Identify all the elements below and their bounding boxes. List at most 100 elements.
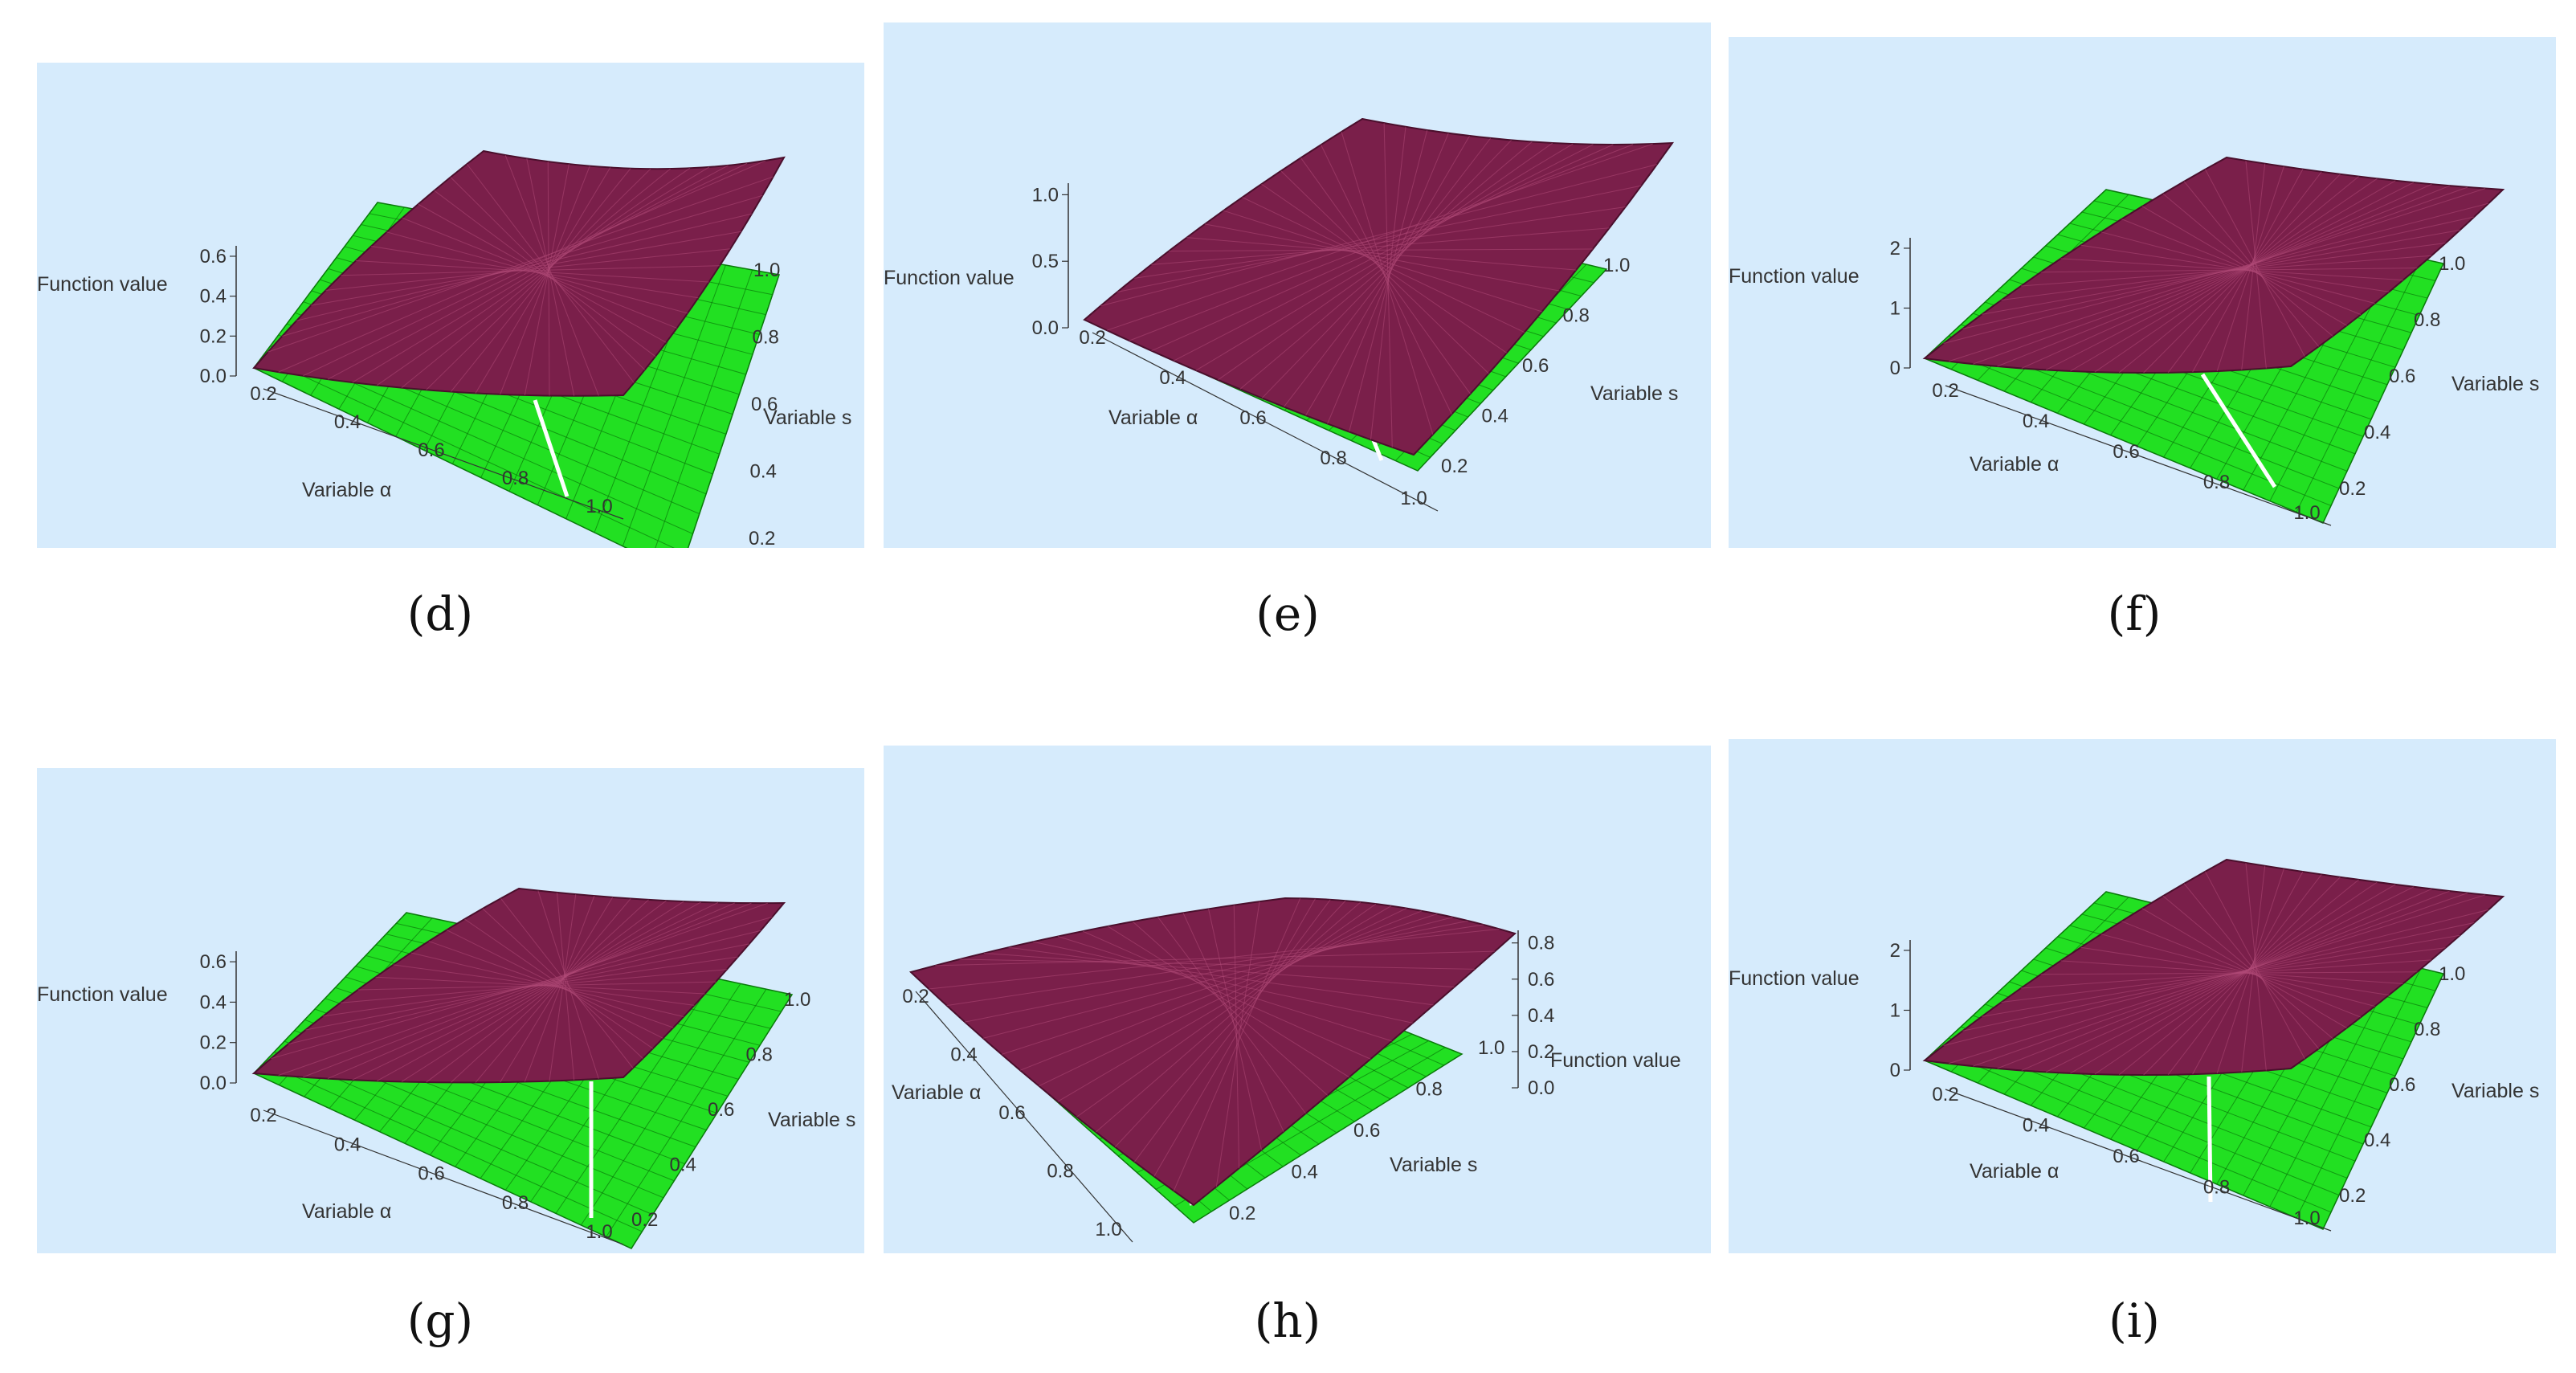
upper-mesh-line	[2167, 171, 2322, 374]
x-tick-label: 0.8	[1047, 1161, 1073, 1183]
y-axis-label: Variable s	[2451, 1080, 2539, 1102]
upper-mesh-line	[1949, 894, 2486, 1064]
upper-mesh-line	[341, 265, 721, 276]
upper-mesh-line	[426, 168, 651, 390]
y-axis-label: Variable s	[768, 1109, 855, 1131]
upper-mesh-line	[1383, 123, 1393, 447]
upper-mesh-line	[1948, 188, 2486, 362]
upper-mesh-line	[426, 900, 667, 1083]
y-tick-label: 1.0	[2439, 963, 2465, 985]
upper-mesh-line	[1076, 903, 1377, 1118]
upper-mesh-line	[1186, 237, 1577, 271]
upper-mesh-line	[1117, 185, 1642, 293]
upper-mesh-line	[524, 895, 595, 1082]
upper-mesh-line	[327, 902, 735, 1080]
z-tick-label: 0.8	[1528, 933, 1554, 954]
x-tick-label: 1.0	[2293, 1208, 2320, 1229]
upper-mesh-line	[2192, 169, 2304, 373]
x-tick-label: 0.8	[2203, 472, 2230, 493]
z-tick-label: 0.0	[1032, 317, 1059, 339]
upper-mesh-line	[475, 167, 611, 394]
caption-d: (d)	[406, 586, 474, 641]
upper-surface	[1922, 858, 2505, 1076]
axes: 0 1 2 0.2 0.4 0.6 0.8 1.0 0.2 0.4 0.6 0.8 1.0	[1890, 940, 2465, 1232]
upper-mesh-line	[278, 902, 769, 1076]
upper-mesh-line	[2100, 934, 2375, 1007]
upper-mesh-line	[2118, 176, 2359, 374]
axes: 0.0 0.5 1.0 0.2 0.4 0.6 0.8 1.0 0.2 0.4 0.6 0.8 1.0	[1032, 183, 1630, 512]
upper-mesh-line	[1169, 248, 1594, 251]
y-tick-label: 0.8	[2414, 309, 2440, 331]
y-tick-label: 1.0	[1603, 255, 1630, 276]
lower-mesh-line	[262, 356, 675, 548]
y-tick-label: 0.2	[631, 1209, 658, 1231]
y-tick-label: 0.4	[1292, 1162, 1318, 1183]
axes: 0.0 0.2 0.4 0.6 0.2 0.4 0.6 0.8 1.0 0.2 0.4 0.6 0.8 1…	[200, 246, 781, 548]
x-axis-label: Variable α	[1108, 407, 1198, 429]
x-tick-label: 0.6	[2113, 1146, 2139, 1167]
upper-mesh-line	[327, 165, 729, 380]
panel-h: 0.0 0.2 0.4 0.6 0.8 0.2 0.4 0.6 0.8 1.0 0.2 0.4 0.6 0…	[884, 746, 1711, 1253]
y-tick-label: 1.0	[1478, 1037, 1504, 1059]
upper-mesh-line	[2001, 947, 2446, 1003]
z-tick-label: 0.6	[1528, 969, 1554, 991]
upper-mesh-line	[2040, 971, 2418, 975]
y-tick-label: 0.2	[749, 528, 775, 548]
y-tick-label: 1.0	[784, 989, 810, 1011]
upper-surface	[1922, 156, 2505, 374]
z-axis-label: Function value	[1729, 967, 1860, 990]
upper-mesh-line	[1057, 936, 1392, 1042]
upper-mesh-line	[2241, 865, 2266, 1073]
lower-mesh-line	[1936, 346, 2332, 506]
upper-mesh-line	[2167, 874, 2322, 1076]
lower-mesh-line	[655, 269, 753, 548]
upper-mesh-line	[2020, 959, 2432, 989]
upper-mesh-line	[983, 952, 1455, 988]
x-tick-label: 0.6	[418, 1163, 444, 1185]
chart-g: 0.0 0.2 0.4 0.6 0.2 0.4 0.6 0.8 1.0 0.2 0.4 0.6 0.8 1…	[37, 768, 864, 1253]
upper-mesh-line	[2143, 877, 2341, 1076]
chart-f: 0 1 2 0.2 0.4 0.6 0.8 1.0 0.2 0.4 0.6 0.8 1.0 Functio…	[1729, 37, 2556, 548]
upper-mesh-line	[1151, 227, 1610, 265]
upper-mesh-line	[2070, 180, 2396, 372]
x-tick-label: 0.4	[334, 1134, 361, 1155]
z-tick-label: 1	[1890, 297, 1900, 319]
upper-mesh-line	[929, 928, 1500, 990]
upper-mesh-line	[352, 166, 710, 383]
x-axis-line	[263, 1109, 624, 1245]
x-axis-line	[1945, 1089, 2332, 1232]
upper-mesh-line	[1997, 890, 2450, 1069]
upper-mesh-line	[401, 901, 684, 1082]
upper-mesh-line	[2141, 908, 2347, 1029]
upper-mesh-line	[2045, 886, 2415, 1073]
y-tick-label: 0.4	[1482, 406, 1508, 427]
panel-f: 0 1 2 0.2 0.4 0.6 0.8 1.0 0.2 0.4 0.6 0.8 1.0 Functio…	[1729, 37, 2556, 548]
upper-mesh-line	[1284, 137, 1492, 407]
x-tick-label: 1.0	[2293, 502, 2320, 524]
upper-mesh-line	[500, 165, 590, 395]
z-axis-label: Function value	[1729, 265, 1860, 288]
x-tick-label: 0.2	[902, 986, 929, 1007]
upper-mesh-line	[1997, 185, 2450, 367]
y-tick-label: 1.0	[753, 259, 780, 281]
y-axis-label: Variable s	[1590, 382, 1678, 405]
y-tick-label: 0.8	[746, 1044, 773, 1066]
upper-mesh-line	[281, 194, 763, 337]
upper-mesh-line	[537, 890, 599, 1079]
y-tick-label: 1.0	[2439, 253, 2465, 275]
x-tick-label: 0.2	[1932, 380, 1958, 402]
upper-mesh-line	[1132, 921, 1329, 1096]
x-tick-label: 0.2	[1079, 327, 1105, 349]
upper-mesh-line	[2060, 960, 2403, 984]
x-axis-label: Variable α	[302, 1200, 391, 1223]
upper-mesh-line	[526, 158, 575, 396]
x-tick-label: 0.6	[2113, 441, 2139, 463]
upper-mesh-line	[549, 894, 577, 1081]
upper-mesh-line	[1114, 900, 1346, 1148]
chart-d: 0.0 0.2 0.4 0.6 0.2 0.4 0.6 0.8 1.0 0.2 0.4 0.6 0.8 1…	[37, 63, 864, 548]
upper-mesh-line	[475, 898, 631, 1083]
y-tick-label: 0.6	[751, 394, 778, 415]
upper-mesh-line	[1157, 917, 1306, 1114]
chart-h: 0.0 0.2 0.4 0.6 0.8 0.2 0.4 0.6 0.8 1.0 0.2 0.4 0.6 0…	[884, 746, 1711, 1253]
upper-mesh-line	[959, 958, 1475, 970]
